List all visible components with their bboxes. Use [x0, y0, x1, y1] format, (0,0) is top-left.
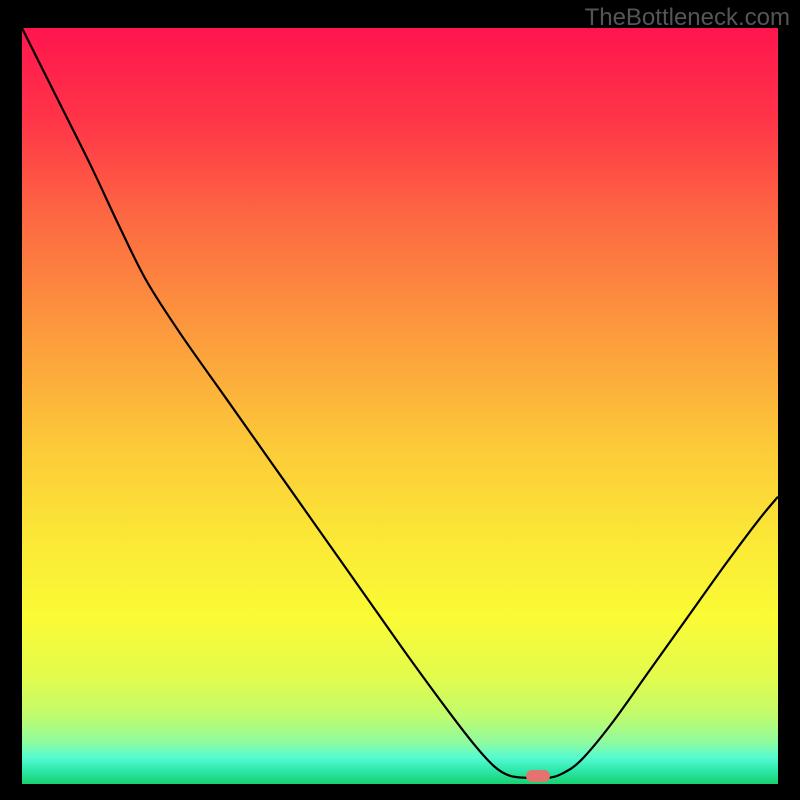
chart-plot-area [22, 28, 778, 784]
chart-curve [22, 28, 778, 784]
watermark-text: TheBottleneck.com [585, 4, 790, 32]
chart-optimum-marker [526, 770, 550, 782]
